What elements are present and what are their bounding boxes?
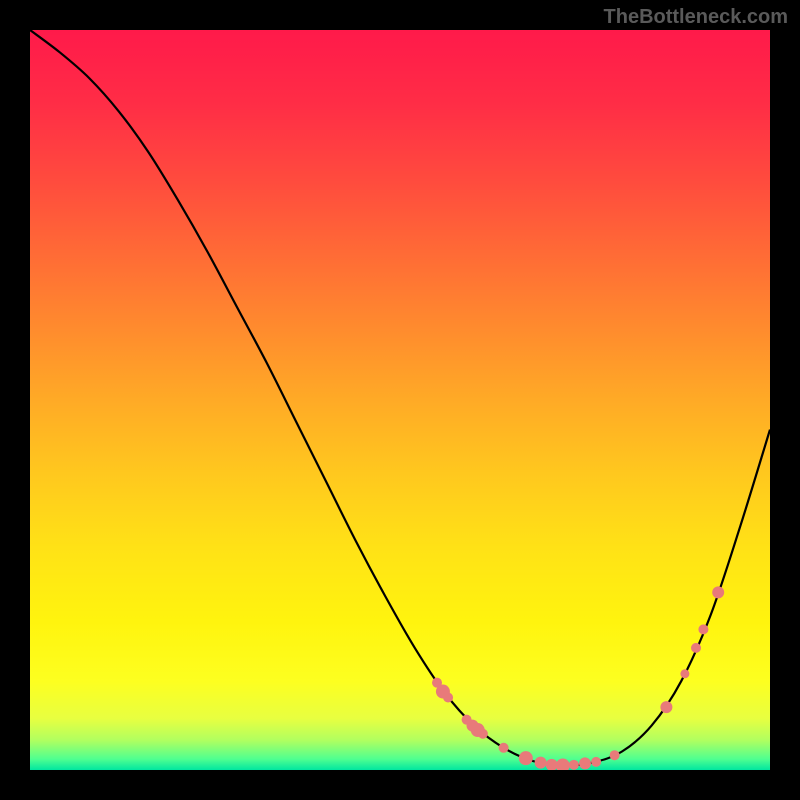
data-marker	[591, 757, 601, 767]
data-marker	[610, 750, 620, 760]
data-marker	[660, 701, 672, 713]
data-marker	[680, 669, 689, 678]
watermark-text: TheBottleneck.com	[604, 6, 788, 29]
data-marker	[535, 757, 547, 769]
data-marker	[569, 760, 579, 770]
data-marker	[712, 586, 724, 598]
data-marker	[499, 743, 509, 753]
data-marker	[691, 643, 701, 653]
data-marker	[443, 692, 453, 702]
data-marker	[519, 751, 533, 765]
chart-svg	[30, 30, 770, 770]
data-marker	[478, 729, 488, 739]
data-marker	[579, 757, 591, 769]
bottleneck-chart	[30, 30, 770, 770]
data-marker	[698, 624, 708, 634]
